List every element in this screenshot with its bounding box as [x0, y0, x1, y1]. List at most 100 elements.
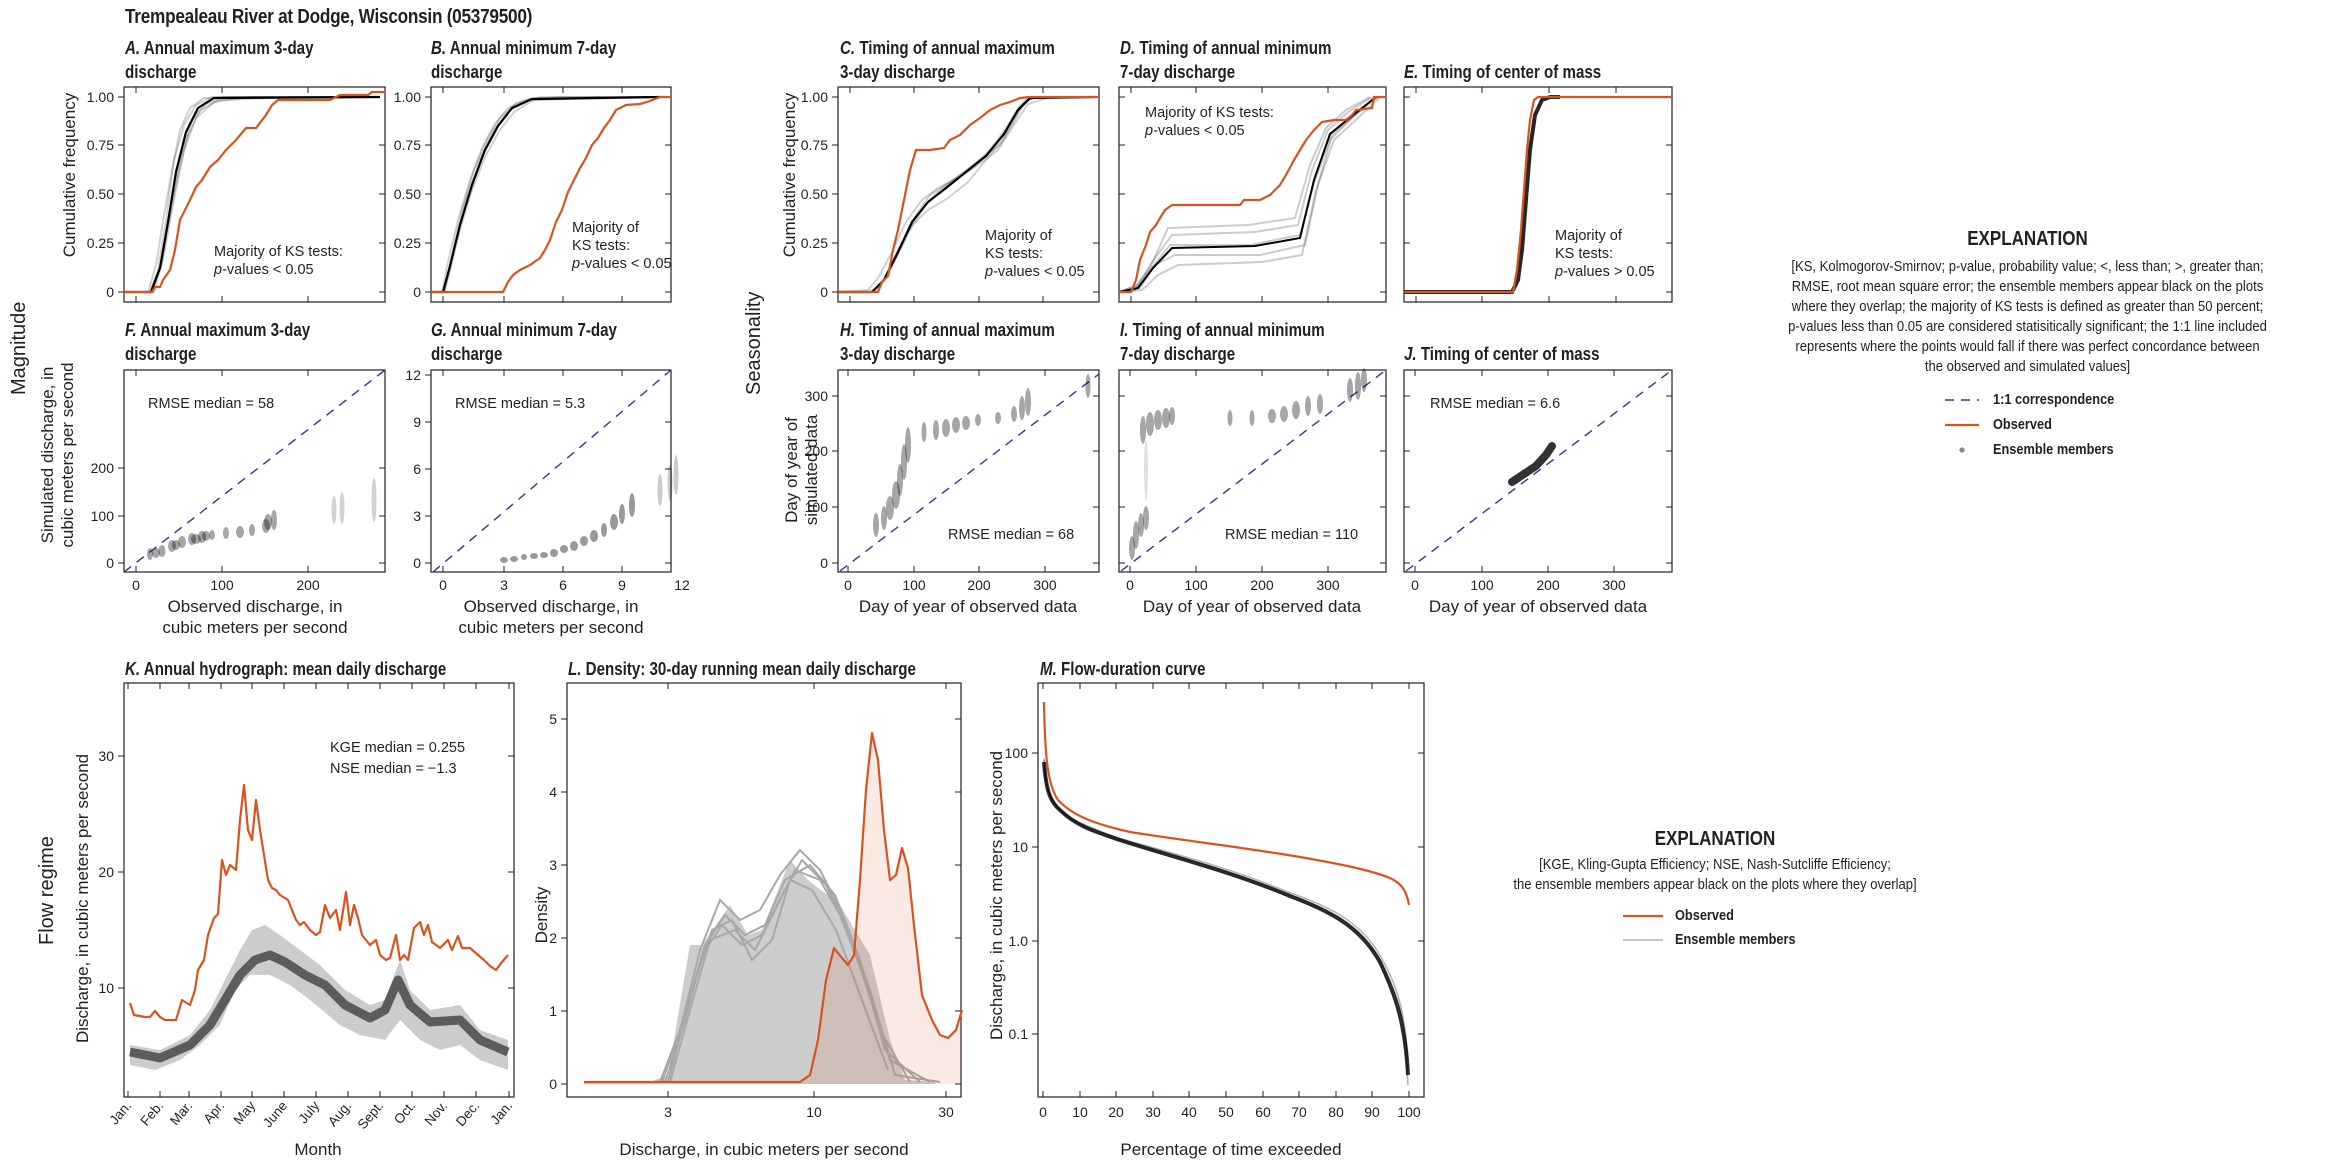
legend-bottom-title: EXPLANATION [1654, 828, 1776, 850]
panel-b-note: Majority of KS tests: p-values < 0.05 [571, 220, 672, 272]
dot-icon [1959, 447, 1965, 453]
panel-m-title: M. Flow-duration curve [1040, 659, 1206, 679]
panel-h-rmse: RMSE median = 68 [948, 527, 1074, 543]
svg-text:90: 90 [1364, 1104, 1380, 1120]
svg-text:Jan.: Jan. [487, 1098, 515, 1127]
panel-k-kge: KGE median = 0.255 [330, 740, 465, 756]
svg-text:6: 6 [559, 577, 567, 593]
svg-text:0: 0 [132, 577, 140, 593]
svg-text:10: 10 [806, 1104, 822, 1120]
legend-item-observed: Observed [1945, 414, 2060, 436]
svg-text:0.25: 0.25 [87, 235, 114, 251]
panel-j-plot: 0 100 200 300 RMSE median = 6.6 [1403, 369, 1673, 593]
svg-text:2: 2 [549, 930, 557, 946]
svg-text:10: 10 [1012, 839, 1028, 855]
svg-text:1.00: 1.00 [801, 89, 828, 105]
svg-text:0.50: 0.50 [801, 186, 828, 202]
svg-text:3: 3 [664, 1104, 672, 1120]
svg-text:Feb.: Feb. [137, 1098, 166, 1128]
svg-text:12: 12 [674, 577, 690, 593]
gray-line-icon [1623, 938, 1663, 942]
svg-text:July: July [295, 1098, 322, 1126]
svg-text:0: 0 [820, 284, 828, 300]
svg-text:Mar.: Mar. [167, 1098, 195, 1128]
svg-text:200: 200 [967, 577, 991, 593]
panel-f-title: F. Annual maximum 3-day discharge [125, 320, 311, 364]
svg-text:0.25: 0.25 [801, 235, 828, 251]
svg-text:0.75: 0.75 [87, 137, 114, 153]
svg-text:0: 0 [106, 284, 114, 300]
panel-a-plot: 0 0.25 0.50 0.75 1.00 Majority of KS tests: p… [87, 86, 386, 303]
svg-text:3: 3 [500, 577, 508, 593]
svg-text:40: 40 [1181, 1104, 1197, 1120]
legend-item-one-to-one: 1:1 correspondence [1945, 389, 2131, 411]
svg-text:0: 0 [1411, 577, 1419, 593]
panel-k-xlabel: Month [294, 1140, 341, 1159]
panel-i-title: I. Timing of annual minimum 7-day dischar… [1120, 320, 1325, 364]
svg-text:30: 30 [1145, 1104, 1161, 1120]
svg-text:0: 0 [820, 555, 828, 571]
svg-text:0: 0 [844, 577, 852, 593]
svg-text:100: 100 [805, 499, 829, 515]
svg-text:200: 200 [805, 443, 829, 459]
panel-d-note: Majority of KS tests: p-values < 0.05 [1144, 105, 1274, 139]
panel-h-title: H. Timing of annual maximum 3-day dischar… [840, 320, 1055, 364]
svg-text:0: 0 [413, 555, 421, 571]
svg-text:0: 0 [413, 284, 421, 300]
legend-top-note: [KS, Kolmogorov-Smirnov; p-value, probab… [1788, 259, 2267, 375]
svg-text:200: 200 [296, 577, 320, 593]
svg-text:0.50: 0.50 [87, 186, 114, 202]
panel-h-xlabel: Day of year of observed data [859, 597, 1078, 616]
svg-text:100: 100 [91, 508, 115, 524]
svg-text:100: 100 [1184, 577, 1208, 593]
panel-m-plot: 100 10 1.0 0.1 0 10 20 30 40 50 60 70 80 90 100 [1005, 682, 1425, 1120]
legend-bottom-note: [KGE, Kling-Gupta Efficiency; NSE, Nash-… [1513, 857, 1917, 893]
svg-text:1.0: 1.0 [1009, 933, 1029, 949]
svg-text:20: 20 [1108, 1104, 1124, 1120]
panel-m-xlabel: Percentage of time exceeded [1120, 1140, 1341, 1159]
figure-title: Trempealeau River at Dodge, Wisconsin (0… [125, 6, 533, 28]
svg-text:0.75: 0.75 [394, 137, 421, 153]
svg-text:9: 9 [618, 577, 626, 593]
svg-text:0.25: 0.25 [394, 235, 421, 251]
orange-line-icon [1945, 423, 1979, 427]
svg-text:1.00: 1.00 [87, 89, 114, 105]
legend-bottom-item-observed: Observed [1623, 905, 1742, 927]
legend-bottom: EXPLANATION [KGE, Kling-Gupta Efficiency… [1455, 828, 1975, 955]
panel-l-plot: 0 1 2 3 4 5 3 10 30 [549, 682, 964, 1120]
svg-text:200: 200 [1536, 577, 1560, 593]
svg-text:Apr.: Apr. [200, 1098, 227, 1126]
svg-text:0.75: 0.75 [801, 137, 828, 153]
panel-g-title: G. Annual minimum 7-day discharge [431, 320, 617, 364]
legend-item-ensemble: Ensemble members [1945, 439, 2130, 461]
svg-text:300: 300 [1316, 577, 1340, 593]
orange-line-icon [1623, 914, 1663, 918]
svg-text:Dec.: Dec. [453, 1098, 482, 1129]
panel-j-title: J. Timing of center of mass [1404, 344, 1600, 364]
panel-f-rmse: RMSE median = 58 [148, 396, 274, 412]
svg-text:20: 20 [98, 864, 114, 880]
svg-text:0: 0 [1039, 1104, 1047, 1120]
panel-k-title: K. Annual hydrograph: mean daily dischar… [125, 659, 447, 679]
svg-text:30: 30 [938, 1104, 954, 1120]
legend-top-title: EXPLANATION [1967, 228, 2088, 250]
panel-g-rmse: RMSE median = 5.3 [455, 396, 585, 412]
svg-text:10: 10 [98, 980, 114, 996]
svg-text:100: 100 [1470, 577, 1494, 593]
panel-f-plot: 0 100 200 0 100 200 RMSE median = 58 [91, 369, 386, 593]
panel-j-rmse: RMSE median = 6.6 [1430, 396, 1560, 412]
panel-j-xlabel: Day of year of observed data [1429, 597, 1648, 616]
svg-text:0: 0 [439, 577, 447, 593]
svg-text:200: 200 [91, 460, 115, 476]
panel-k-ylabel: Discharge, in cubic meters per second [73, 754, 92, 1043]
panel-e-note: Majority of KS tests: p-values > 0.05 [1554, 228, 1655, 280]
svg-text:6: 6 [413, 461, 421, 477]
panel-i-xlabel: Day of year of observed data [1143, 597, 1362, 616]
svg-text:Aug.: Aug. [325, 1098, 354, 1129]
panel-g-xlabel: Observed discharge, in cubic meters per s… [458, 597, 643, 637]
legend-bottom-item-ensemble: Ensemble members [1623, 929, 1812, 951]
panel-f-xlabel: Observed discharge, in cubic meters per s… [162, 597, 347, 637]
panel-m-ylabel: Discharge, in cubic meters per second [987, 751, 1006, 1040]
svg-text:100: 100 [210, 577, 234, 593]
